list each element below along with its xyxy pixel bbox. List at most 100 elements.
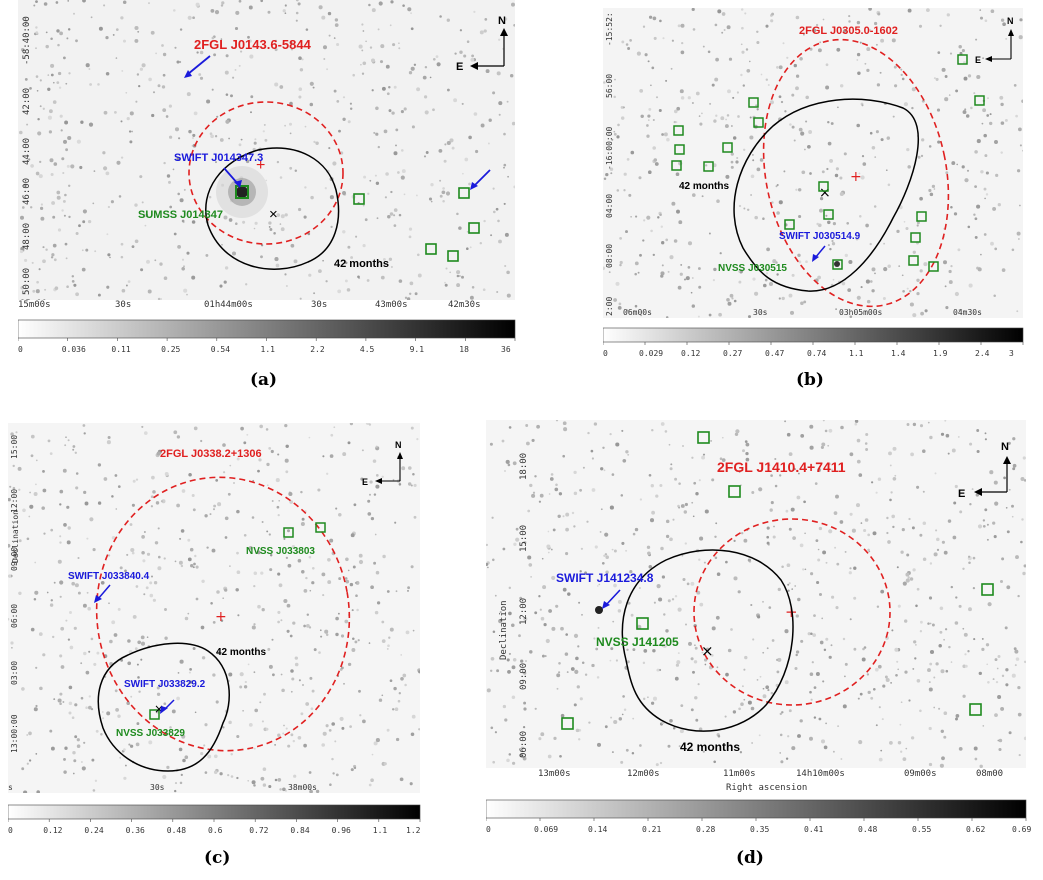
noise-dot: [648, 107, 652, 111]
noise-dot: [284, 213, 288, 217]
noise-dot: [676, 106, 681, 111]
noise-dot: [209, 132, 213, 136]
ra-axis-d: 13m00s 12m00s 11m00s 14h10m00s 09m00s 08…: [538, 769, 1003, 793]
ra-axis-a: 15m00s 30s 01h44m00s 30s 43m00s 42m30s: [18, 300, 481, 310]
noise-dot: [803, 33, 805, 36]
noise-dot: [266, 484, 269, 487]
noise-dot: [274, 48, 278, 52]
noise-dot: [768, 281, 774, 287]
noise-dot: [35, 26, 38, 29]
noise-dot: [750, 603, 753, 607]
noise-dot: [360, 477, 364, 481]
noise-dot: [32, 289, 36, 293]
noise-dot: [903, 220, 906, 223]
noise-dot: [634, 527, 639, 532]
noise-dot: [839, 520, 844, 524]
noise-dot: [855, 503, 861, 508]
noise-dot: [610, 647, 614, 651]
noise-dot: [680, 96, 685, 100]
noise-dot: [188, 129, 192, 134]
noise-dot: [690, 747, 693, 750]
noise-dot: [492, 91, 496, 95]
noise-dot: [701, 195, 704, 198]
noise-dot: [407, 7, 412, 12]
noise-dot: [750, 194, 753, 196]
dec-tick: 42:00: [22, 88, 32, 115]
noise-dot: [990, 241, 994, 246]
noise-dot: [919, 709, 922, 713]
noise-dot: [311, 581, 315, 585]
noise-dot: [837, 106, 839, 109]
noise-dot: [897, 740, 902, 745]
noise-dot: [368, 783, 372, 787]
noise-dot: [324, 187, 327, 190]
noise-dot: [803, 500, 806, 504]
noise-dot: [231, 251, 237, 256]
noise-dot: [443, 159, 447, 163]
source-box: [703, 161, 714, 172]
noise-dot: [428, 197, 433, 201]
noise-dot: [254, 138, 257, 141]
noise-dot: [257, 469, 260, 473]
noise-dot: [962, 110, 967, 115]
noise-dot: [755, 104, 758, 107]
noise-dot: [713, 119, 717, 123]
noise-dot: [88, 68, 91, 70]
ra-tick: 43m00s: [375, 300, 408, 310]
noise-dot: [639, 253, 642, 257]
noise-dot: [794, 585, 797, 587]
noise-dot: [367, 192, 370, 195]
noise-dot: [974, 150, 978, 154]
noise-dot: [844, 550, 847, 553]
noise-dot: [22, 508, 26, 513]
noise-dot: [132, 479, 136, 483]
noise-dot: [878, 706, 881, 709]
exposure-label: 42 months: [334, 258, 389, 270]
noise-dot: [219, 284, 223, 288]
noise-dot: [227, 773, 230, 777]
noise-dot: [216, 590, 220, 594]
noise-dot: [150, 30, 155, 35]
noise-dot: [260, 776, 265, 781]
noise-dot: [183, 265, 185, 268]
noise-dot: [945, 433, 950, 438]
noise-dot: [106, 233, 109, 236]
noise-dot: [8, 543, 11, 548]
noise-dot: [179, 28, 183, 31]
noise-dot: [412, 473, 415, 476]
noise-dot: [484, 18, 488, 21]
noise-dot: [928, 596, 933, 600]
noise-dot: [827, 220, 831, 225]
noise-dot: [977, 267, 982, 272]
noise-dot: [149, 581, 153, 585]
noise-dot: [1000, 18, 1005, 22]
noise-dot: [997, 203, 1001, 207]
noise-dot: [827, 120, 830, 124]
noise-dot: [177, 245, 181, 249]
noise-dot: [362, 61, 367, 66]
noise-dot: [189, 680, 193, 684]
noise-dot: [148, 740, 153, 745]
swift-label-2: SWIFT J033829.2: [124, 679, 206, 690]
noise-dot: [954, 484, 958, 489]
noise-dot: [344, 279, 348, 283]
noise-dot: [810, 572, 814, 576]
noise-dot: [789, 123, 792, 126]
noise-dot: [743, 148, 746, 151]
noise-dot: [59, 580, 64, 585]
noise-dot: [766, 526, 770, 530]
noise-dot: [1018, 127, 1022, 132]
noise-dot: [506, 293, 511, 298]
noise-dot: [987, 681, 990, 684]
noise-dot: [244, 680, 247, 684]
noise-dot: [587, 431, 590, 435]
noise-dot: [671, 39, 674, 42]
noise-dot: [347, 569, 350, 572]
noise-dot: [976, 74, 981, 80]
noise-dot: [733, 576, 738, 581]
noise-dot: [879, 71, 882, 74]
noise-dot: [762, 600, 764, 603]
noise-dot: [46, 591, 49, 594]
noise-dot: [800, 639, 804, 643]
noise-dot: [373, 741, 378, 746]
